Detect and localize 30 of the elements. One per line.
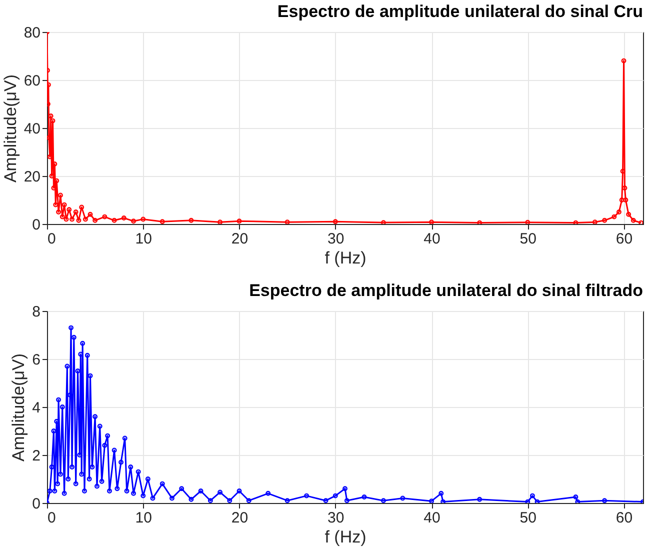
- y-axis-title: Amplitude(μV): [9, 353, 28, 462]
- x-tick-label: 60: [616, 230, 633, 248]
- x-tick-label: 50: [520, 510, 536, 526]
- y-tick-label: 8: [32, 304, 40, 320]
- y-tick-label: 4: [32, 400, 40, 416]
- y-tick-label: 0: [32, 496, 40, 512]
- y-tick-label: 20: [24, 168, 40, 186]
- x-tick-label: 50: [520, 230, 536, 248]
- x-tick-label: 40: [424, 510, 440, 526]
- chart-title: Espectro de amplitude unilateral do sinal Cru: [277, 2, 643, 21]
- y-tick-label: 2: [32, 448, 40, 464]
- y-tick-label: 6: [32, 352, 40, 368]
- x-axis-title: f (Hz): [324, 248, 366, 268]
- x-tick-label: 20: [231, 230, 248, 248]
- y-tick-label: 0: [32, 216, 40, 234]
- x-tick-label: 10: [135, 230, 152, 248]
- x-tick-label: 30: [328, 230, 344, 248]
- y-tick-label: 60: [24, 72, 40, 90]
- y-axis-title: Amplitude(μV): [0, 74, 20, 183]
- x-tick-label: 40: [424, 230, 440, 248]
- x-tick-label: 10: [135, 510, 152, 526]
- y-tick-label: 40: [24, 120, 40, 138]
- chart-title: Espectro de amplitude unilateral do sinal filtrado: [249, 281, 643, 300]
- y-tick-label: 80: [24, 24, 40, 42]
- x-tick-label: 60: [616, 510, 633, 526]
- x-tick-label: 30: [328, 510, 344, 526]
- x-tick-label: 0: [48, 230, 56, 248]
- x-tick-label: 20: [231, 510, 248, 526]
- x-tick-label: 0: [48, 510, 56, 526]
- x-axis-title: f (Hz): [324, 528, 366, 546]
